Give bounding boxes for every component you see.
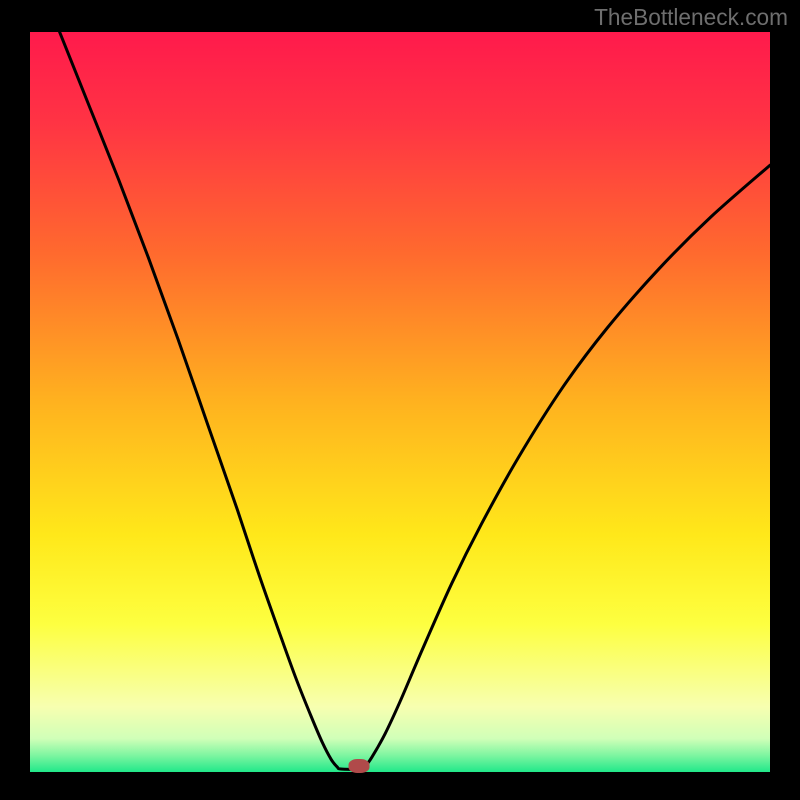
bottleneck-curve <box>30 32 770 772</box>
plot-frame <box>30 32 770 772</box>
minimum-marker <box>349 759 370 773</box>
watermark-text: TheBottleneck.com <box>594 4 788 31</box>
chart-canvas: TheBottleneck.com <box>0 0 800 800</box>
